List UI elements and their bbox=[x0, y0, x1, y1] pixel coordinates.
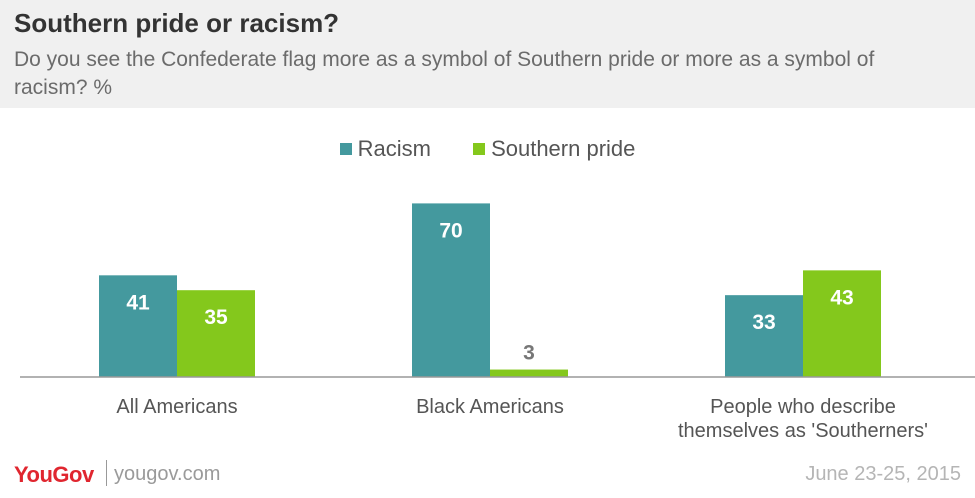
category-label: All Americans bbox=[116, 396, 237, 418]
bar-southern-pride-1 bbox=[490, 369, 568, 377]
bar-chart: 41 35 All Americans 70 3 Black Americans 33 43 P… bbox=[20, 203, 975, 442]
bar-racism-2 bbox=[725, 295, 803, 377]
legend-swatch-racism bbox=[339, 143, 352, 155]
footer-divider bbox=[106, 460, 107, 486]
chart-subtitle: Do you see the Confederate flag more as … bbox=[14, 48, 875, 99]
data-label: 43 bbox=[830, 286, 853, 309]
data-label: 3 bbox=[523, 342, 535, 365]
legend-label-racism: Racism bbox=[357, 136, 431, 161]
data-label: 70 bbox=[439, 219, 462, 242]
bar-racism-0 bbox=[99, 275, 177, 377]
category-label: themselves as 'Southerners' bbox=[678, 420, 928, 442]
legend-swatch-southern-pride bbox=[473, 143, 486, 155]
data-label: 35 bbox=[204, 306, 228, 329]
category-label: Black Americans bbox=[416, 396, 564, 418]
footer-date: June 23-25, 2015 bbox=[805, 463, 961, 485]
category-label: People who describe bbox=[710, 396, 896, 418]
legend-label-southern-pride: Southern pride bbox=[491, 136, 636, 161]
legend-item-racism: Racism bbox=[339, 136, 431, 162]
bar-southern-pride-0 bbox=[177, 290, 255, 377]
legend: Racism Southern pride bbox=[0, 136, 975, 166]
yougov-logo: YouGov bbox=[14, 462, 94, 487]
footer-site: yougov.com bbox=[114, 463, 221, 485]
legend-item-southern-pride: Southern pride bbox=[473, 136, 635, 162]
bar-racism-1 bbox=[412, 203, 490, 377]
chart-title: Southern pride or racism? bbox=[14, 8, 340, 38]
header-band: Southern pride or racism? Do you see the… bbox=[0, 0, 975, 108]
data-label: 33 bbox=[752, 311, 775, 334]
data-label: 41 bbox=[126, 291, 150, 314]
bar-southern-pride-2 bbox=[803, 270, 881, 377]
